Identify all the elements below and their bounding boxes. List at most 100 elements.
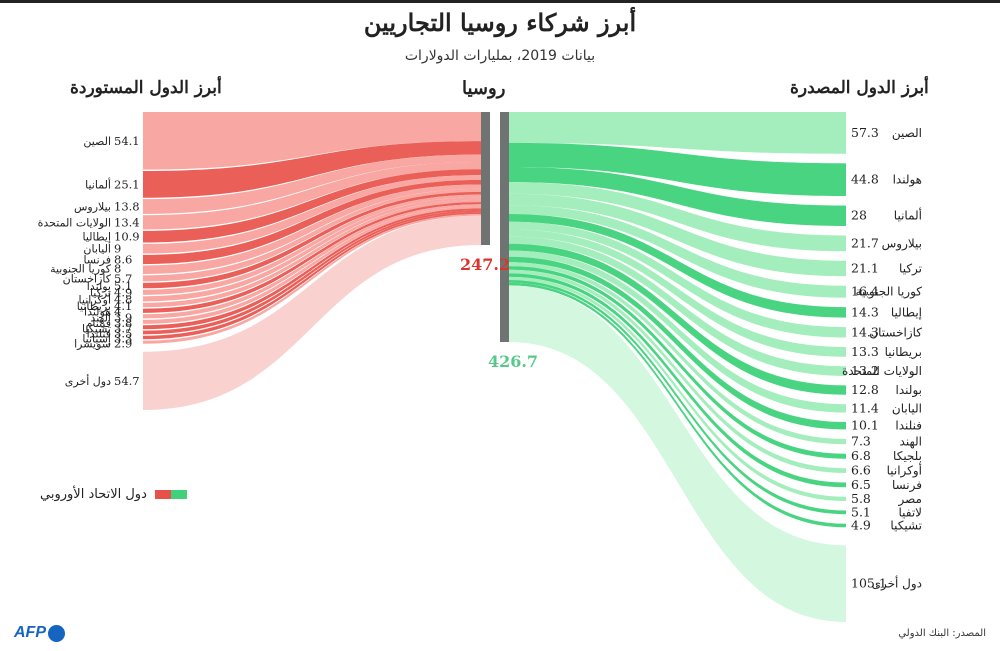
- import-value-4: 10.9: [114, 230, 140, 244]
- import-value-5: 9: [114, 242, 121, 256]
- import-label-15: فيتنام: [86, 317, 111, 330]
- import-value-7: 8: [114, 261, 121, 275]
- export-value-5: 16.4: [851, 284, 879, 299]
- export-label-8: بريطانيا: [885, 345, 922, 360]
- import-value-8: 5.7: [114, 271, 132, 285]
- export-value-16: 6.5: [851, 477, 871, 492]
- legend: دول الاتحاد الأوروبي: [40, 487, 187, 502]
- export-label-7: كازاخستان: [869, 325, 922, 340]
- export-flow-partner-6: [509, 214, 846, 318]
- export-flows: [509, 112, 846, 622]
- export-label-12: فنلندا: [895, 419, 922, 433]
- import-label-9: بولندا: [87, 280, 111, 293]
- export-flow-partner-17: [509, 276, 846, 501]
- import-flow-partner-10: [143, 194, 481, 295]
- import-flow-partner-1: [143, 141, 481, 198]
- import-label-13: هولندا: [84, 306, 111, 319]
- export-value-7: 14.3: [851, 324, 879, 339]
- export-label-3: بيلاروس: [882, 236, 922, 251]
- export-value-10: 12.8: [851, 382, 879, 397]
- chart-subtitle: بيانات 2019، بمليارات الدولارات: [404, 48, 596, 64]
- imports-total-bar: [481, 112, 490, 245]
- import-label-4: إيطاليا: [82, 231, 111, 244]
- chart-title: أبرز شركاء روسيا التجاريين: [363, 8, 637, 37]
- export-flow-partner-12: [509, 256, 846, 430]
- export-value-0: 57.3: [851, 125, 879, 140]
- import-value-1: 25.1: [114, 177, 140, 191]
- export-flow-partner-4: [509, 193, 846, 277]
- left-header: أبرز الدول المستوردة: [70, 78, 222, 98]
- import-value-10: 4.9: [114, 286, 132, 300]
- imports-total-label: 247.2: [460, 255, 510, 274]
- import-label-0: الصين: [83, 135, 111, 148]
- export-value-12: 10.1: [851, 418, 879, 433]
- export-label-4: تركيا: [899, 261, 922, 276]
- import-flow-partner-8: [143, 188, 481, 282]
- import-flow-partner-12: [143, 199, 481, 308]
- export-value-8: 13.3: [851, 344, 879, 359]
- export-label-2: ألمانيا: [894, 208, 922, 223]
- export-flow-partner-18: [509, 279, 846, 515]
- export-flow-partner-1: [509, 142, 846, 197]
- export-flow-partner-11: [509, 250, 846, 413]
- import-flow-partner-7: [143, 184, 481, 275]
- export-label-16: فرنسا: [892, 478, 922, 493]
- export-flow-partner-7: [509, 221, 846, 338]
- export-value-2: 28: [851, 208, 867, 223]
- export-value-9: 13.2: [851, 363, 879, 378]
- import-label-2: بيلاروس: [74, 201, 111, 214]
- export-flow-partner-8: [509, 229, 846, 357]
- import-label-10: تركيا: [90, 287, 111, 300]
- import-flow-partner-5: [143, 175, 481, 254]
- export-label-15: أوكرانيا: [887, 463, 922, 479]
- export-label-19: تشيكيا: [890, 519, 922, 533]
- export-value-14: 6.8: [851, 448, 871, 463]
- export-value-3: 21.7: [851, 235, 879, 250]
- export-value-15: 6.6: [851, 463, 871, 478]
- import-flow-partner-19: [143, 214, 481, 344]
- export-label-20: دول أخرى: [872, 576, 922, 592]
- import-value-17: 3.5: [114, 327, 132, 341]
- import-value-18: 3.3: [114, 332, 132, 346]
- export-label-5: كوريا الجنوبية: [856, 285, 923, 300]
- import-flow-partner-6: [143, 179, 481, 265]
- export-value-11: 11.4: [851, 400, 879, 415]
- export-label-17: مصر: [898, 492, 922, 507]
- export-label-11: اليابان: [892, 401, 922, 415]
- import-flow-partner-13: [143, 202, 481, 313]
- export-label-6: إيطاليا: [891, 305, 922, 319]
- source-note: المصدر: البنك الدولي: [898, 628, 986, 639]
- export-flow-partner-9: [509, 236, 846, 376]
- export-flow-partner-15: [509, 269, 846, 474]
- import-flow-partner-14: [143, 204, 481, 319]
- export-flow-partner-19: [509, 282, 846, 528]
- legend-swatch-export: [170, 490, 187, 499]
- export-labels: 57.3 الصين 44.8 هولندا 28 ألمانيا 21.7 بيلاروس2…: [842, 125, 922, 592]
- import-label-20: دول أخرى: [65, 374, 111, 388]
- right-header: أبرز الدول المصدرة: [790, 78, 929, 98]
- import-value-0: 54.1: [114, 134, 140, 148]
- export-value-19: 4.9: [851, 518, 871, 533]
- legend-label: دول الاتحاد الأوروبي: [40, 487, 147, 502]
- import-label-16: تشيكيا: [82, 322, 111, 335]
- export-value-13: 7.3: [851, 434, 871, 449]
- export-label-10: بولندا: [896, 383, 922, 398]
- import-value-6: 8.6: [114, 253, 132, 267]
- import-value-9: 5.1: [114, 279, 132, 293]
- export-flow-partner-0: [509, 112, 846, 154]
- import-label-5: اليابان: [83, 243, 111, 256]
- import-label-11: أوكرانيا: [79, 292, 111, 306]
- export-flow-partner-2: [509, 167, 846, 226]
- import-flow-partner-0: [143, 112, 481, 170]
- import-flows: [143, 112, 481, 410]
- export-value-6: 14.3: [851, 304, 879, 319]
- export-label-9: الولايات المتحدة: [842, 364, 922, 379]
- exports-total-label: 426.7: [488, 352, 538, 371]
- import-label-6: فرنسا: [83, 254, 111, 267]
- import-label-1: ألمانيا: [85, 177, 111, 191]
- import-flow-partner-9: [143, 191, 481, 289]
- import-value-2: 13.8: [114, 200, 140, 214]
- logo-dot-icon: [48, 624, 65, 642]
